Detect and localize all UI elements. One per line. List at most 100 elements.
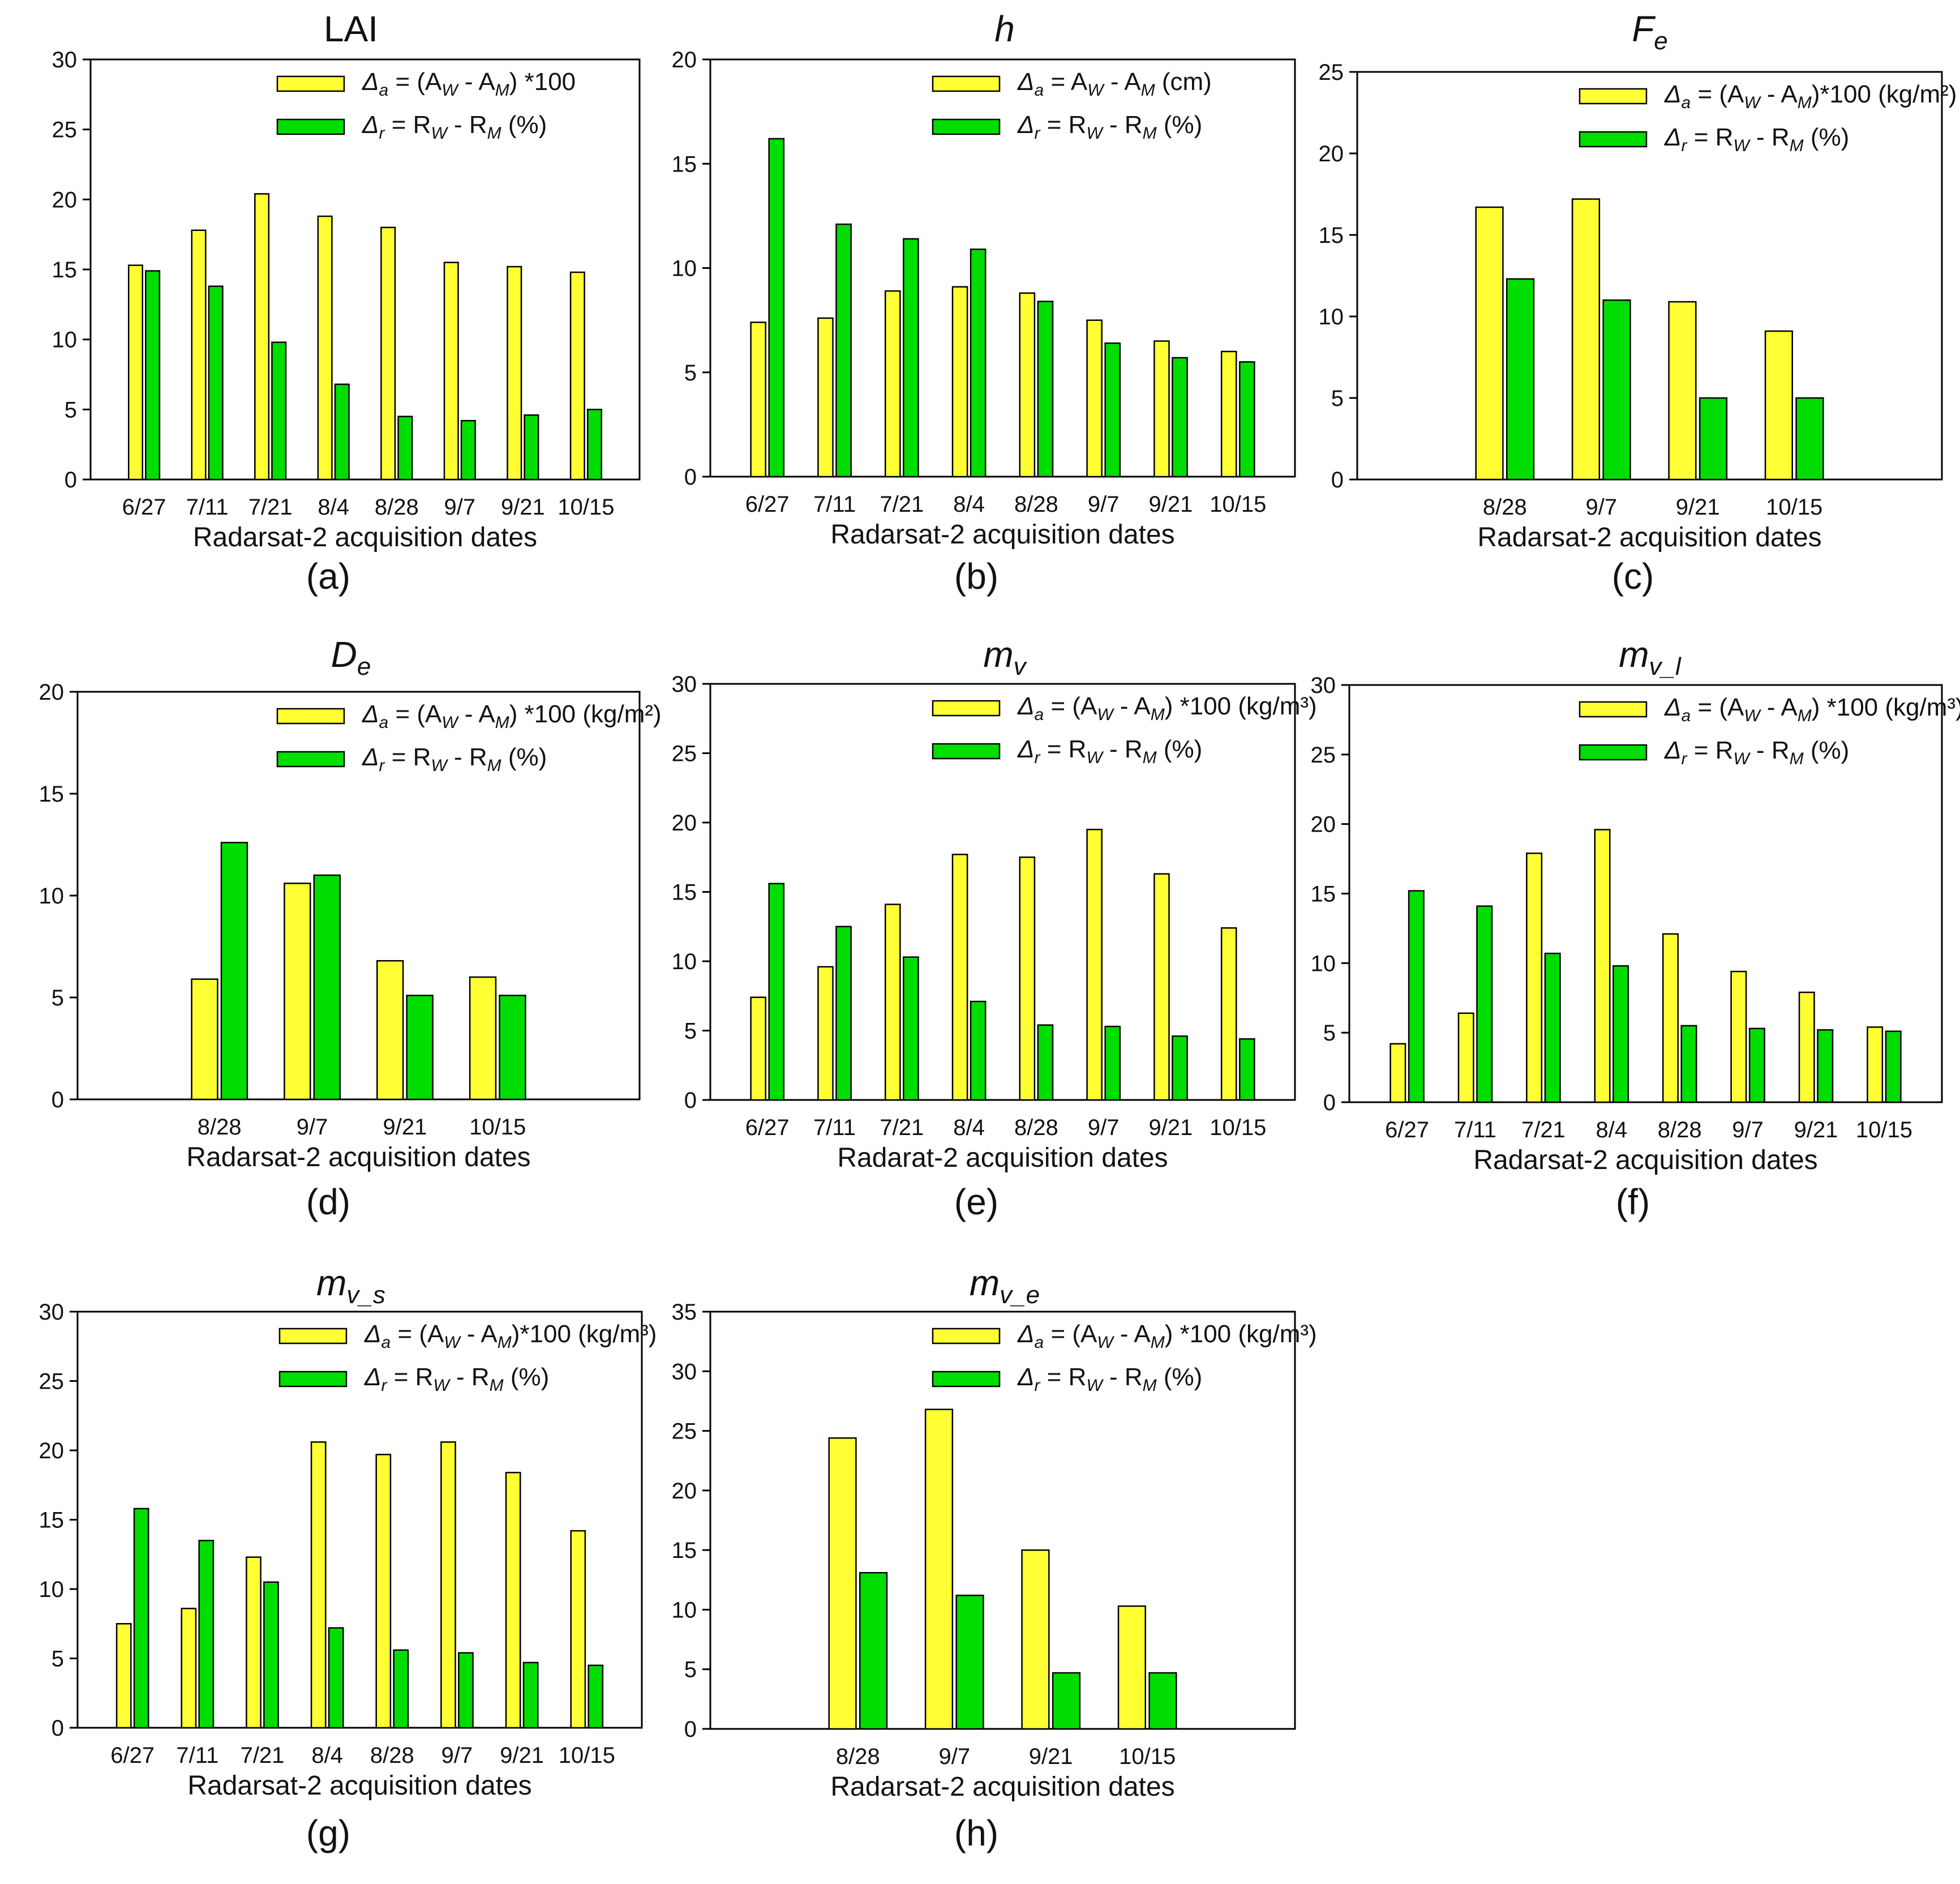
legend-entry-delta-r: Δr = RW - RM (%): [362, 743, 547, 775]
x-tick-label: 10/15: [1856, 1117, 1912, 1142]
legend-swatch-delta-a: [276, 75, 345, 92]
bar-delta-a: [1019, 292, 1036, 478]
x-tick-label: 9/21: [383, 1115, 427, 1140]
bar-delta-a: [284, 883, 311, 1101]
x-tick-label: 6/27: [1385, 1117, 1429, 1142]
x-axis-label: Radarat-2 acquisition dates: [837, 1143, 1168, 1173]
bar-delta-a: [1571, 198, 1601, 481]
bar-delta-r: [1506, 278, 1535, 481]
y-tick-label: 10: [672, 1598, 697, 1622]
chart-title: De: [331, 634, 371, 680]
bar-delta-r: [903, 238, 919, 478]
y-tick-label: 15: [39, 782, 65, 807]
bar-delta-r: [328, 1627, 344, 1729]
bar-delta-r: [1476, 905, 1493, 1103]
bar-delta-a: [317, 215, 333, 481]
chart-panel-g: mv_s 0 5 10 15 20 25 30 6/27 7/11 7/21 8/4 8/28 9/7 9/…: [39, 1262, 657, 1853]
chart-title: mv_e: [970, 1262, 1040, 1309]
legend-entry-delta-a: Δa = (AW - AM) *100: [362, 68, 576, 100]
bar-delta-r: [768, 138, 785, 478]
bar-delta-a: [246, 1556, 261, 1729]
bar-delta-a: [254, 193, 270, 481]
bar-delta-r: [903, 956, 919, 1101]
x-tick-label: 7/11: [176, 1743, 218, 1768]
y-tick-label: 20: [672, 811, 697, 836]
x-tick-label: 8/4: [318, 495, 349, 520]
x-tick-label: 8/4: [1596, 1117, 1627, 1142]
bar-delta-a: [1526, 853, 1543, 1103]
panel-label: (c): [1612, 556, 1654, 597]
x-axis-label: Radarsat-2 acquisition dates: [187, 1771, 531, 1801]
y-tick-label: 30: [52, 48, 78, 72]
x-tick-label: 9/21: [500, 1743, 544, 1768]
legend-swatch-delta-a: [278, 1328, 348, 1345]
bar-delta-r: [198, 1540, 215, 1729]
x-tick-label: 9/7: [441, 1743, 473, 1768]
bar-delta-r: [522, 1662, 539, 1729]
bar-delta-r: [1885, 1030, 1902, 1103]
legend-swatch-delta-r: [932, 1371, 1001, 1388]
x-tick-label: 7/21: [241, 1743, 285, 1768]
x-tick-label: 8/28: [1483, 495, 1527, 520]
bar-delta-r: [145, 270, 161, 481]
y-tick-label: 10: [52, 328, 78, 353]
bar-delta-a: [884, 290, 901, 478]
bar-delta-a: [1086, 829, 1103, 1101]
y-tick-label: 5: [684, 361, 697, 386]
bar-delta-a: [1798, 991, 1815, 1103]
bar-delta-r: [586, 409, 603, 481]
x-tick-label: 9/7: [1088, 1115, 1120, 1140]
bar-delta-a: [127, 264, 144, 481]
y-tick-label: 0: [52, 1087, 64, 1112]
chart-panel-c: Fe 0 5 10 15 20 25 8/28 9/7 9/21 10/15 Radarsat-2 a…: [1319, 8, 1957, 597]
x-tick-label: 9/21: [1149, 492, 1193, 517]
x-tick-label: 9/21: [1149, 1115, 1193, 1140]
x-tick-label: 9/7: [938, 1744, 970, 1769]
x-tick-label: 10/15: [1119, 1744, 1176, 1769]
y-tick-label: 0: [52, 1716, 64, 1741]
y-tick-label: 10: [1319, 305, 1344, 329]
bar-delta-r: [220, 842, 248, 1101]
plot-frame: [709, 58, 1296, 478]
y-tick-label: 15: [39, 1508, 65, 1533]
bar-delta-a: [1730, 970, 1747, 1103]
bar-delta-r: [133, 1508, 149, 1729]
legend-swatch-delta-r: [1579, 131, 1648, 148]
x-tick-label: 9/7: [297, 1115, 328, 1140]
bar-delta-r: [334, 383, 350, 481]
chart-title: h: [994, 8, 1015, 49]
y-tick-label: 15: [672, 1538, 697, 1563]
bar-delta-r: [1699, 397, 1728, 481]
bar-delta-a: [376, 960, 404, 1101]
legend-entry-delta-r: Δr = RW - RM (%): [1017, 111, 1202, 143]
x-tick-label: 9/7: [1732, 1117, 1764, 1142]
legend-entry-delta-r: Δr = RW - RM (%): [1664, 737, 1849, 768]
x-tick-label: 8/28: [198, 1115, 242, 1140]
bar-delta-r: [458, 1652, 474, 1729]
x-tick-label: 7/11: [1454, 1117, 1496, 1142]
bar-delta-a: [951, 286, 968, 478]
bar-delta-a: [828, 1437, 857, 1730]
x-tick-label: 7/21: [248, 495, 293, 520]
bar-delta-a: [569, 271, 585, 481]
y-tick-label: 25: [1319, 60, 1344, 85]
chart-title: mv_s: [316, 1262, 385, 1309]
x-tick-label: 6/27: [745, 492, 790, 517]
bar-delta-a: [817, 317, 834, 478]
y-tick-label: 10: [672, 256, 697, 281]
legend-swatch-delta-a: [932, 1328, 1001, 1345]
y-tick-label: 20: [672, 1479, 697, 1504]
bar-delta-a: [1086, 319, 1103, 478]
y-tick-label: 0: [684, 1717, 697, 1742]
bar-delta-a: [181, 1608, 197, 1729]
y-tick-label: 30: [39, 1300, 65, 1325]
bar-delta-r: [208, 285, 224, 481]
bar-delta-r: [835, 926, 852, 1101]
legend-entry-delta-a: Δa = (AW - AM) *100 (kg/m²): [362, 700, 662, 732]
x-tick-label: 9/21: [1029, 1744, 1073, 1769]
legend-entry-delta-r: Δr = RW - RM (%): [362, 111, 547, 143]
x-tick-label: 7/11: [186, 495, 229, 520]
bar-delta-r: [835, 223, 852, 478]
chart-title: mv: [983, 634, 1027, 680]
legend-swatch-delta-r: [932, 743, 1001, 760]
